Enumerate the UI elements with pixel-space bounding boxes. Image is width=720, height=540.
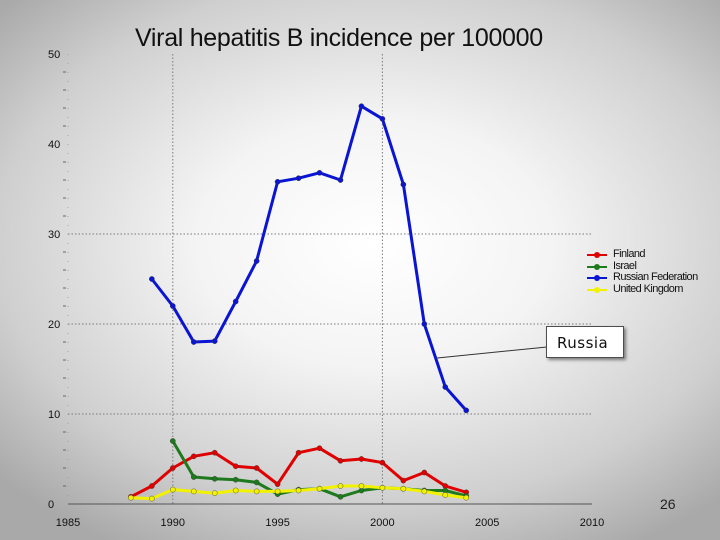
data-point-united-kingdom — [442, 492, 449, 498]
data-point-russian-federation — [253, 258, 260, 264]
legend-label-russian-federation: Russian Federation — [613, 271, 698, 283]
data-point-israel — [169, 438, 176, 444]
data-point-united-kingdom — [169, 486, 176, 493]
data-point-finland — [211, 449, 218, 456]
y-tick-label-20: 20 — [48, 319, 60, 331]
y-tick-label-30: 30 — [48, 229, 60, 241]
data-point-finland — [190, 453, 197, 460]
data-point-russian-federation — [169, 303, 176, 309]
data-point-finland — [337, 457, 344, 464]
x-tick-label-2010: 2010 — [580, 517, 604, 529]
data-point-russian-federation — [400, 181, 407, 188]
data-point-russian-federation — [295, 175, 302, 181]
data-point-united-kingdom — [274, 488, 281, 495]
data-point-russian-federation — [379, 116, 386, 122]
data-point-russian-federation — [316, 169, 323, 176]
data-point-united-kingdom — [211, 490, 218, 497]
data-point-russian-federation — [337, 177, 344, 183]
data-point-united-kingdom — [463, 494, 470, 501]
y-tick-label-50: 50 — [48, 49, 60, 61]
data-point-russian-federation — [190, 339, 197, 345]
data-point-russian-federation — [149, 276, 155, 282]
data-point-united-kingdom — [379, 484, 386, 491]
data-point-finland — [232, 463, 239, 470]
y-tick-label-10: 10 — [48, 409, 60, 421]
data-point-united-kingdom — [316, 485, 323, 492]
legend: Finland Israel Russian Federation United Ki… — [583, 248, 718, 296]
data-point-finland — [358, 456, 365, 462]
data-point-finland — [295, 449, 302, 456]
data-point-finland — [274, 481, 281, 488]
data-point-israel — [190, 474, 197, 480]
data-point-israel — [232, 476, 239, 483]
x-tick-label-1990: 1990 — [161, 517, 185, 529]
data-point-finland — [379, 459, 386, 466]
page-number: 26 — [660, 496, 676, 512]
x-tick-label-2005: 2005 — [475, 517, 499, 529]
data-point-russian-federation — [211, 338, 218, 344]
callout-russia: Russia — [546, 326, 624, 358]
y-tick-label-40: 40 — [48, 139, 60, 151]
legend-item-israel: Israel — [583, 259, 718, 273]
data-point-finland — [169, 465, 176, 471]
legend-label-israel: Israel — [613, 259, 637, 272]
callout-leader-line — [434, 346, 548, 359]
data-point-united-kingdom — [295, 487, 302, 494]
data-point-united-kingdom — [421, 488, 428, 495]
data-point-russian-federation — [442, 384, 449, 390]
data-point-israel — [337, 493, 344, 500]
data-point-finland — [253, 465, 260, 471]
y-tick-label-0: 0 — [48, 499, 54, 511]
legend-swatch-israel — [587, 263, 607, 270]
data-point-united-kingdom — [232, 487, 239, 494]
legend-swatch-russian-federation — [587, 275, 607, 281]
chart-title: Viral hepatitis B incidence per 100000 — [135, 24, 543, 52]
data-point-russian-federation — [358, 103, 365, 109]
data-point-finland — [149, 483, 155, 489]
data-point-united-kingdom — [337, 483, 344, 489]
data-point-russian-federation — [421, 321, 428, 327]
data-point-united-kingdom — [190, 488, 197, 495]
x-tick-label-2000: 2000 — [370, 517, 394, 529]
legend-item-united-kingdom: United Kingdom — [583, 282, 718, 296]
x-tick-label-1995: 1995 — [265, 517, 289, 529]
data-point-russian-federation — [232, 298, 239, 305]
data-point-russian-federation — [274, 178, 281, 185]
grid — [68, 54, 592, 504]
series-line-russian-federation — [150, 104, 468, 412]
legend-item-russian-federation: Russian Federation — [583, 271, 718, 284]
data-point-united-kingdom — [400, 485, 407, 492]
data-point-finland — [421, 469, 428, 476]
data-point-russian-federation — [463, 407, 470, 414]
data-point-united-kingdom — [128, 494, 134, 501]
legend-swatch-united-kingdom — [587, 286, 607, 293]
legend-label-finland: Finland — [613, 248, 645, 260]
data-point-united-kingdom — [149, 495, 155, 502]
data-point-united-kingdom — [358, 483, 365, 489]
data-point-finland — [316, 445, 323, 452]
axes: 0 10 20 30 40 50 1985 1990 1995 2000 2005 2010 — [48, 49, 604, 529]
series — [128, 103, 470, 502]
legend-item-finland: Finland — [583, 248, 718, 261]
data-point-israel — [211, 475, 218, 482]
x-tick-label-1985: 1985 — [56, 517, 80, 529]
legend-swatch-finland — [587, 252, 607, 258]
legend-label-united-kingdom: United Kingdom — [613, 282, 683, 295]
data-point-finland — [400, 477, 407, 484]
data-point-united-kingdom — [253, 488, 260, 495]
data-point-israel — [253, 479, 260, 486]
